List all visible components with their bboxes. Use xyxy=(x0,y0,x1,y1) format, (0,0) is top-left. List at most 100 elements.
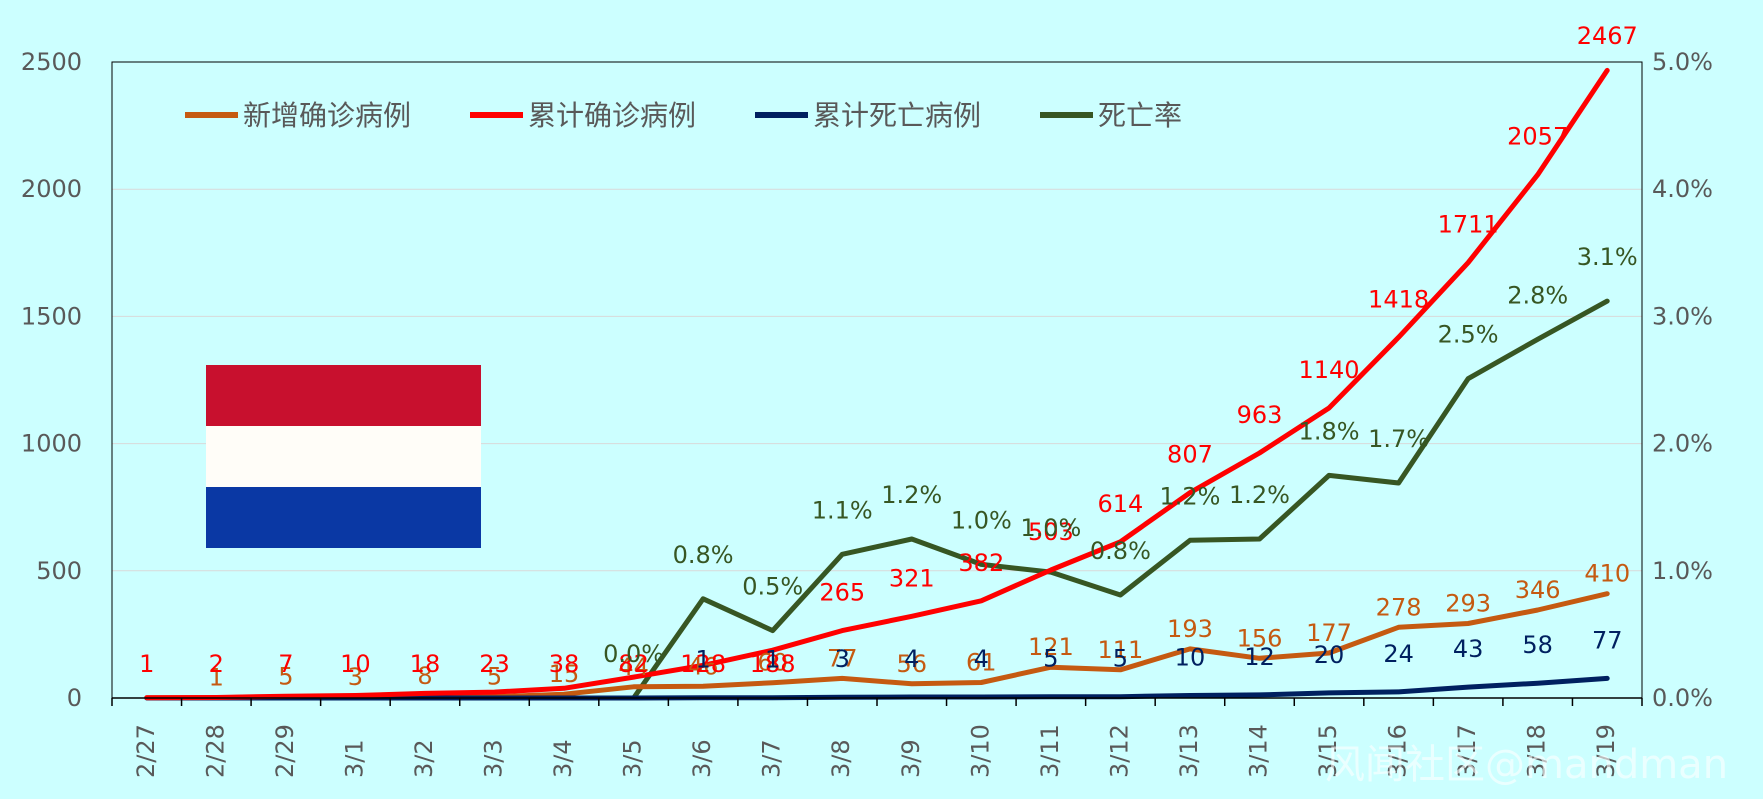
left-axis: 0 500 1000 1500 2000 2500 xyxy=(21,48,82,712)
y-right-tick-label: 4.0% xyxy=(1652,175,1713,203)
data-label: 346 xyxy=(1515,576,1561,604)
data-label: 2.5% xyxy=(1438,321,1499,349)
right-axis: 0.0% 1.0% 2.0% 3.0% 4.0% 5.0% xyxy=(1652,48,1713,712)
legend-item-cumulative-deaths: 累计死亡病例 xyxy=(755,99,981,132)
data-label: 0.8% xyxy=(1090,537,1151,565)
x-tick-label: 3/16 xyxy=(1384,724,1412,778)
x-tick-label: 3/19 xyxy=(1592,724,1620,778)
y-left-tick-label: 2500 xyxy=(21,48,82,76)
flag-blue-stripe xyxy=(206,487,481,548)
data-label: 1.0% xyxy=(951,506,1012,534)
x-tick-label: 3/4 xyxy=(549,739,577,778)
data-label: 1418 xyxy=(1368,285,1429,313)
y-left-tick-label: 500 xyxy=(36,557,82,585)
data-label: 46 xyxy=(688,652,719,680)
x-tick-label: 2/27 xyxy=(132,724,160,778)
y-right-tick-label: 5.0% xyxy=(1652,48,1713,76)
data-label: 77 xyxy=(1592,626,1623,654)
data-label: 10 xyxy=(1175,643,1206,671)
data-label: 0.8% xyxy=(673,541,734,569)
data-label: 12 xyxy=(1244,643,1275,671)
data-label: 111 xyxy=(1098,636,1144,664)
data-label: 278 xyxy=(1376,593,1422,621)
data-label: 60 xyxy=(757,649,788,677)
legend-label-death-rate: 死亡率 xyxy=(1098,99,1182,132)
x-tick-label: 3/3 xyxy=(480,739,508,778)
data-label: 0.5% xyxy=(742,573,803,601)
legend-label-cumulative-deaths: 累计死亡病例 xyxy=(813,99,981,132)
data-label: 61 xyxy=(966,648,997,676)
data-label: 3.1% xyxy=(1577,243,1638,271)
x-tick-label: 3/11 xyxy=(1036,724,1064,778)
x-tick-label: 3/17 xyxy=(1453,724,1481,778)
y-right-tick-label: 2.0% xyxy=(1652,430,1713,458)
x-tick-label: 3/7 xyxy=(758,739,786,778)
data-label: 2.8% xyxy=(1507,281,1568,309)
data-label: 5 xyxy=(1043,645,1058,673)
data-label: 1 xyxy=(209,664,224,692)
x-tick-label: 3/10 xyxy=(966,724,994,778)
data-label: 1.7% xyxy=(1368,425,1429,453)
data-label: 15 xyxy=(549,660,580,688)
data-label: 1.2% xyxy=(881,481,942,509)
data-label: 18 xyxy=(410,650,441,678)
data-label: 2057 xyxy=(1507,123,1568,151)
x-tick-label: 3/12 xyxy=(1105,724,1133,778)
data-label: 43 xyxy=(1453,635,1484,663)
data-label: 20 xyxy=(1314,641,1345,669)
data-label: 4 xyxy=(904,645,919,673)
legend-item-death-rate: 死亡率 xyxy=(1040,99,1182,132)
y-left-tick-label: 1000 xyxy=(21,430,82,458)
y-right-tick-label: 1.0% xyxy=(1652,557,1713,585)
data-label: 1.0% xyxy=(1020,514,1081,542)
y-left-tick-label: 0 xyxy=(67,684,82,712)
y-left-tick-label: 2000 xyxy=(21,175,82,203)
data-label: 58 xyxy=(1522,631,1553,659)
y-right-tick-label: 0.0% xyxy=(1652,684,1713,712)
data-label: 1 xyxy=(139,650,154,678)
data-label: 7 xyxy=(278,650,293,678)
data-label: 1.2% xyxy=(1229,481,1290,509)
data-label: 10 xyxy=(340,650,371,678)
data-label: 503 xyxy=(1028,518,1074,546)
x-tick-label: 3/18 xyxy=(1523,724,1551,778)
netherlands-flag xyxy=(206,365,481,548)
data-label: 1.1% xyxy=(812,496,873,524)
x-tick-label: 2/29 xyxy=(271,724,299,778)
data-label: 24 xyxy=(1383,640,1414,668)
legend-label-new-cases: 新增确诊病例 xyxy=(243,99,411,132)
data-label: 410 xyxy=(1584,560,1630,588)
data-label: 265 xyxy=(819,579,865,607)
data-label: 4 xyxy=(974,645,989,673)
data-label: 156 xyxy=(1237,624,1283,652)
y-left-tick-label: 1500 xyxy=(21,302,82,330)
data-label: 0.0% xyxy=(603,640,664,668)
data-label: 44 xyxy=(618,653,649,681)
data-label: 38 xyxy=(549,650,580,678)
legend-item-cumulative-cases: 累计确诊病例 xyxy=(470,99,696,132)
data-label: 82 xyxy=(618,650,649,678)
x-tick-label: 3/5 xyxy=(619,739,647,778)
data-label: 382 xyxy=(958,549,1004,577)
data-label: 2467 xyxy=(1577,22,1638,50)
data-label: 1711 xyxy=(1438,211,1499,239)
legend: 新增确诊病例 累计确诊病例 累计死亡病例 死亡率 xyxy=(185,99,1182,132)
data-label: 121 xyxy=(1028,633,1074,661)
data-label: 807 xyxy=(1167,441,1213,469)
data-label: 3 xyxy=(835,645,850,673)
x-tick-label: 3/8 xyxy=(827,739,855,778)
data-label: 23 xyxy=(479,650,510,678)
watermark: 风闻社区@mandman xyxy=(1325,742,1728,788)
flag-white-stripe xyxy=(206,426,481,487)
legend-item-new-cases: 新增确诊病例 xyxy=(185,99,411,132)
x-tick-label: 3/9 xyxy=(897,739,925,778)
data-label: 77 xyxy=(827,644,858,672)
data-label: 1 xyxy=(695,646,710,674)
x-tick-label: 3/14 xyxy=(1245,724,1273,778)
series-line xyxy=(144,67,1610,701)
data-label: 1140 xyxy=(1299,356,1360,384)
data-label: 1.8% xyxy=(1299,417,1360,445)
data-label: 3 xyxy=(348,663,363,691)
x-tick-label: 3/1 xyxy=(340,739,368,778)
